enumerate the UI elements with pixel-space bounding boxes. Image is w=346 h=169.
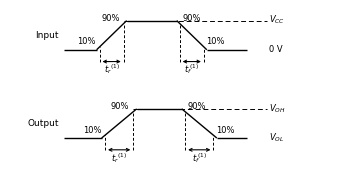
Text: $V_{OL}$: $V_{OL}$ [270, 132, 285, 144]
Text: 90%: 90% [182, 14, 201, 23]
Text: 90%: 90% [188, 102, 206, 111]
Text: 10%: 10% [78, 37, 96, 46]
Text: 90%: 90% [101, 14, 120, 23]
Text: Input: Input [36, 31, 59, 40]
Text: 10%: 10% [83, 126, 101, 135]
Text: $V_{OH}$: $V_{OH}$ [270, 102, 286, 115]
Text: 10%: 10% [216, 126, 234, 135]
Text: $t_f$$^{(1)}$: $t_f$$^{(1)}$ [192, 151, 207, 165]
Text: 90%: 90% [111, 102, 129, 111]
Text: $t_r$$^{(1)}$: $t_r$$^{(1)}$ [104, 63, 120, 76]
Text: $t_f$$^{(1)}$: $t_f$$^{(1)}$ [184, 63, 200, 76]
Text: $V_{CC}$: $V_{CC}$ [270, 14, 285, 26]
Text: $t_r$$^{(1)}$: $t_r$$^{(1)}$ [111, 151, 127, 165]
Text: 10%: 10% [206, 37, 225, 46]
Text: Output: Output [28, 119, 59, 128]
Text: 0 V: 0 V [270, 45, 283, 54]
